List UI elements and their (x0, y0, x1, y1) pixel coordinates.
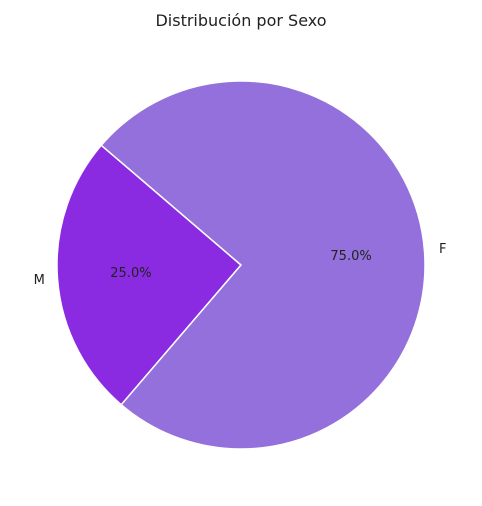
percent-label-m: 25.0% (110, 266, 151, 281)
pie-slice-f (100, 80, 426, 450)
pie-labels: M 25.0% F 75.0% (34, 242, 447, 288)
category-label-f: F (439, 242, 446, 257)
category-label-m: M (34, 273, 45, 288)
pie-slice-m (56, 144, 242, 406)
percent-label-f: 75.0% (330, 249, 371, 264)
pie-slices (56, 80, 426, 450)
chart-title: Distribución por Sexo (155, 11, 326, 30)
